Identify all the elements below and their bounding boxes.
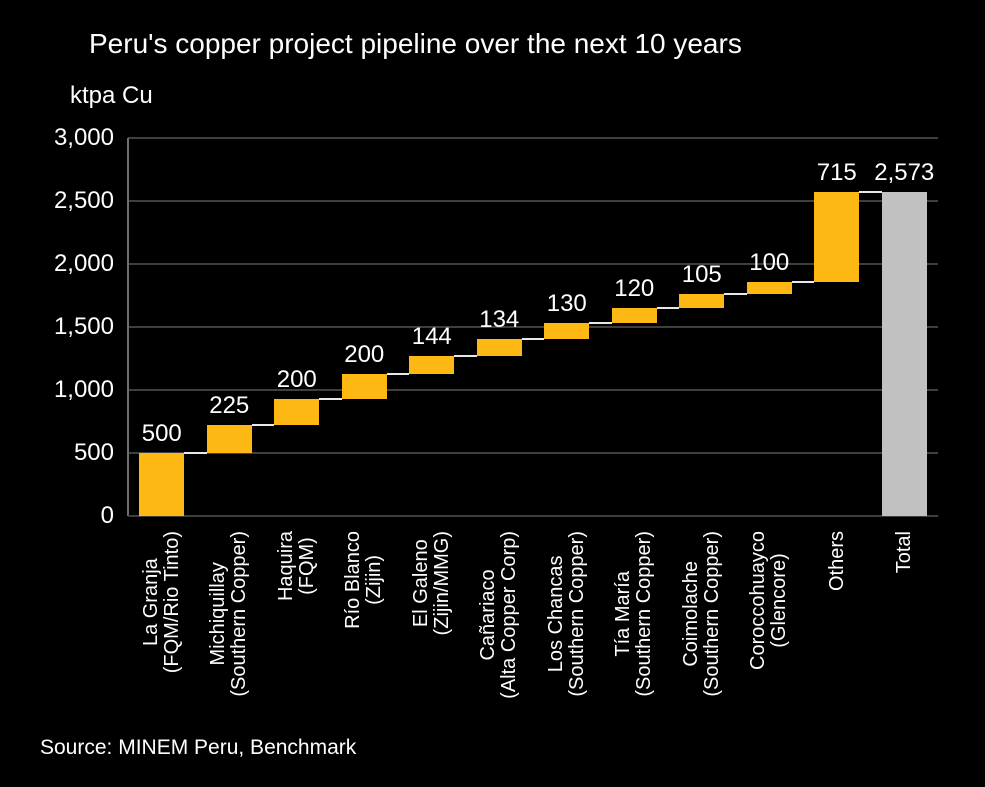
connector-line (386, 373, 410, 376)
grid-line (128, 137, 938, 139)
x-category-label: Coimolache (Southern Copper) (680, 531, 724, 721)
waterfall-bar (206, 424, 252, 453)
waterfall-bar (139, 453, 185, 516)
y-tick-label: 0 (100, 502, 114, 529)
grid-line (128, 389, 938, 391)
x-category-label: Los Chancas (Southern Copper) (545, 531, 589, 721)
y-tick-label: 2,500 (53, 187, 114, 214)
waterfall-bar (341, 374, 387, 400)
x-category-label-text: Tía María (Southern Copper) (612, 531, 656, 697)
bar-value-label: 2,573 (874, 158, 935, 186)
bar-value-label: 105 (681, 261, 722, 289)
x-category-label-text: La Granja (FQM/Rio Tinto) (139, 531, 183, 674)
y-tick-label: 2,000 (53, 250, 114, 277)
waterfall-bar (544, 322, 590, 340)
bar-value-label: 200 (344, 341, 385, 369)
bar-value-label: 200 (276, 366, 317, 394)
y-tick-label: 3,000 (53, 124, 114, 151)
waterfall-bar (679, 294, 725, 308)
bar-value-label: 715 (816, 158, 857, 186)
waterfall-bar (274, 399, 320, 425)
waterfall-bar (814, 191, 860, 282)
x-category-label: Coroccohuayco (Glencore) (747, 531, 791, 721)
x-category-label-text: Coroccohuayco (Glencore) (747, 531, 791, 670)
bar-value-label: 500 (141, 420, 182, 447)
connector-line (251, 423, 275, 426)
waterfall-bar (476, 339, 522, 357)
x-category-label: Cañariaco (Alta Copper Corp) (477, 531, 521, 721)
grid-line (128, 200, 938, 202)
y-tick-label: 1,500 (53, 313, 114, 340)
y-tick-label: 1,000 (53, 376, 114, 403)
x-category-label-text: Others (825, 531, 848, 592)
y-axis-line (127, 138, 129, 516)
bar-value-label: 120 (614, 274, 655, 302)
chart-title: Peru's copper project pipeline over the … (89, 28, 742, 59)
waterfall-bar (611, 307, 657, 323)
y-tick-label: 500 (73, 439, 114, 466)
connector-line (791, 280, 815, 283)
bar-value-label: 130 (546, 289, 587, 317)
x-category-label: Michiquillay (Southern Copper) (207, 531, 251, 721)
grid-line (128, 326, 938, 328)
x-category-label-text: El Galeno (Zijin/MMG) (409, 531, 453, 636)
connector-line (319, 398, 342, 401)
grid-line (128, 263, 938, 265)
x-category-label: Río Blanco (Zijin) (342, 531, 386, 721)
connector-line (859, 190, 882, 193)
connector-line (184, 452, 207, 454)
x-category-label: Others (815, 531, 859, 721)
x-category-label: Haquira (FQM) (275, 531, 319, 721)
grid-line (128, 452, 938, 454)
x-category-label-text: Haquira (FQM) (274, 531, 318, 602)
x-category-label-text: Río Blanco (Zijin) (342, 531, 386, 629)
x-category-label: La Granja (FQM/Rio Tinto) (140, 531, 184, 721)
waterfall-bar (746, 281, 792, 295)
connector-line (454, 355, 477, 358)
bar-value-label: 100 (749, 248, 790, 276)
x-category-label: El Galeno (Zijin/MMG) (410, 531, 454, 721)
bar-value-label: 144 (411, 323, 452, 351)
source-note: Source: MINEM Peru, Benchmark (40, 736, 357, 759)
x-axis-line (128, 515, 938, 517)
connector-line (589, 321, 612, 324)
x-category-label-text: Coimolache (Southern Copper) (679, 531, 723, 697)
bar-value-label: 225 (209, 391, 250, 419)
x-category-label-text: Total (892, 531, 915, 574)
connector-line (656, 306, 680, 309)
connector-line (724, 293, 747, 296)
x-category-label: Tía María (Southern Copper) (612, 531, 656, 721)
bar-value-label: 134 (479, 306, 520, 334)
connector-line (521, 338, 545, 341)
total-bar (881, 191, 927, 516)
waterfall-bar (409, 356, 455, 375)
x-category-label-text: Los Chancas (Southern Copper) (544, 531, 588, 697)
x-category-label-text: Michiquillay (Southern Copper) (207, 531, 251, 697)
x-category-label-text: Cañariaco (Alta Copper Corp) (477, 531, 521, 699)
x-category-label: Total (882, 531, 926, 721)
y-axis-unit-label: ktpa Cu (70, 82, 153, 109)
